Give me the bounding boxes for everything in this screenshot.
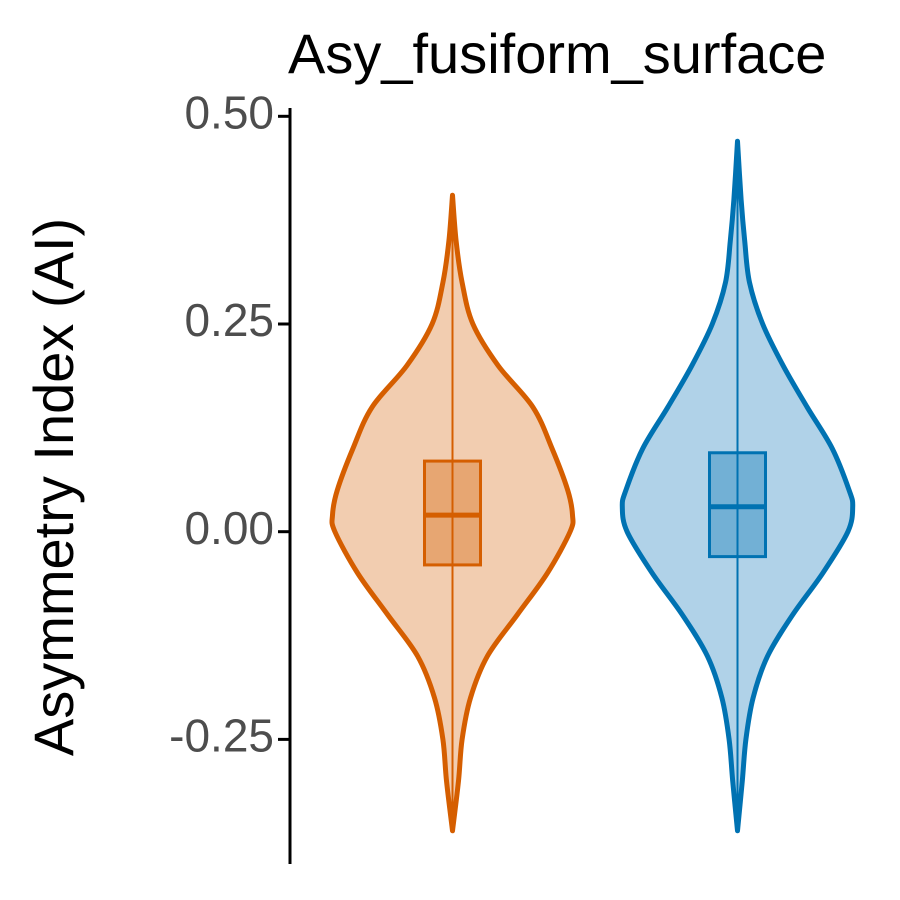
y-tick-label: 0.00 — [184, 502, 274, 554]
y-axis-label: Asymmetry Index (AI) — [22, 218, 85, 756]
y-tick-label: -0.25 — [169, 710, 274, 762]
y-tick-label: 0.50 — [184, 86, 274, 138]
chart-title: Asy_fusiform_surface — [288, 22, 826, 85]
y-tick-label: 0.25 — [184, 294, 274, 346]
